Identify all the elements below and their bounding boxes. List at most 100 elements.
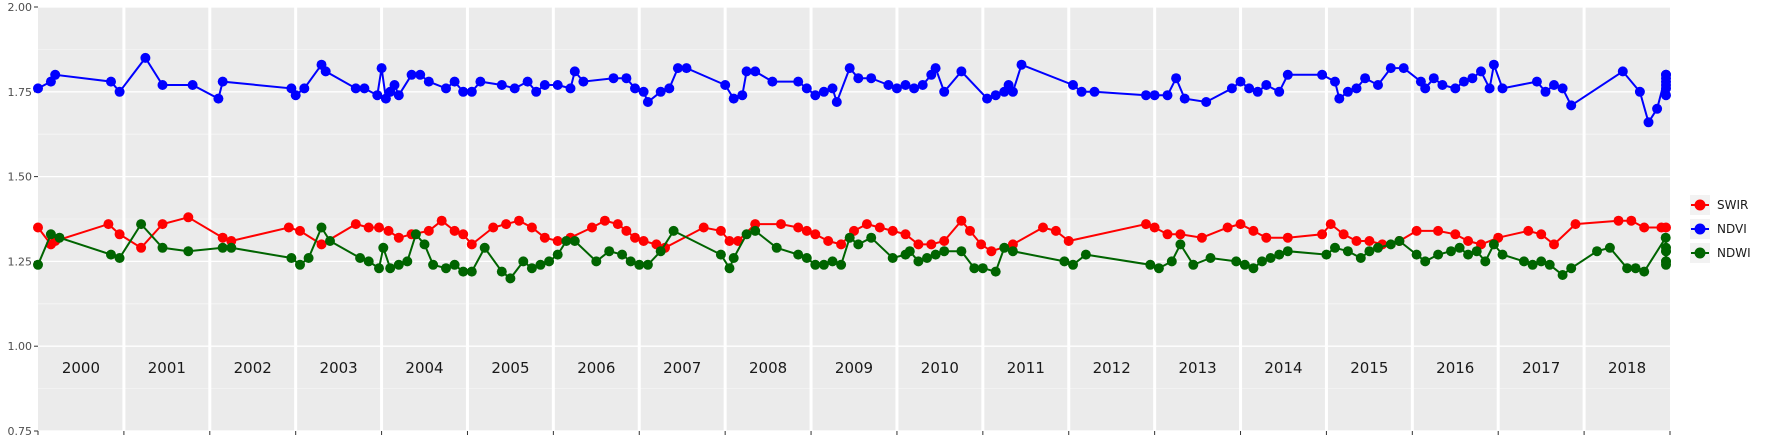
data-point (956, 215, 967, 226)
year-label: 2001 (148, 359, 186, 377)
data-point (1570, 219, 1581, 230)
data-point (1519, 256, 1529, 267)
legend-item: NDVI (1690, 219, 1747, 239)
data-point (355, 253, 366, 263)
data-point (1050, 225, 1061, 236)
data-point (724, 263, 735, 274)
data-point (458, 266, 469, 277)
data-point (1076, 86, 1087, 97)
data-point (1463, 249, 1474, 260)
data-point (1338, 229, 1349, 240)
data-point (531, 86, 542, 97)
data-point (1557, 83, 1568, 94)
data-point (157, 242, 168, 253)
legend-key-point (1694, 247, 1706, 259)
data-point (625, 256, 636, 267)
data-point (715, 225, 726, 236)
data-point (1661, 90, 1671, 101)
data-point (1592, 246, 1602, 257)
legend-item: SWIR (1690, 195, 1748, 215)
data-point (1330, 76, 1340, 87)
data-point (410, 229, 421, 240)
data-point (1497, 249, 1508, 260)
data-point (956, 66, 967, 77)
data-point (50, 69, 61, 80)
data-point (569, 66, 580, 77)
data-point (496, 80, 507, 90)
data-point (986, 246, 997, 257)
data-point (922, 253, 932, 263)
data-point (939, 86, 950, 97)
data-point (299, 83, 310, 94)
data-point (810, 90, 821, 101)
data-point (363, 222, 374, 233)
data-point (385, 263, 396, 274)
data-point (642, 97, 653, 107)
data-point (522, 76, 533, 87)
data-point (561, 236, 572, 246)
data-point (114, 86, 125, 97)
data-point (539, 232, 550, 243)
data-point (1244, 83, 1255, 94)
data-point (458, 229, 469, 240)
data-point (1162, 229, 1173, 240)
data-point (1480, 256, 1491, 267)
data-point (1007, 246, 1018, 257)
data-point (1661, 256, 1671, 267)
data-point (1364, 236, 1375, 246)
data-point (965, 225, 975, 236)
data-point (1630, 263, 1641, 274)
data-point (1471, 246, 1482, 257)
data-point (393, 259, 404, 270)
data-point (1549, 80, 1559, 90)
data-point (428, 259, 439, 270)
data-point (374, 222, 384, 233)
data-point (1282, 69, 1293, 80)
data-point (565, 83, 576, 94)
data-point (638, 236, 649, 246)
data-point (741, 66, 752, 77)
data-point (1261, 232, 1272, 243)
data-point (1252, 86, 1263, 97)
data-point (599, 215, 610, 226)
data-point (1527, 259, 1538, 270)
data-point (1549, 239, 1559, 250)
data-point (290, 90, 301, 101)
year-label: 2003 (320, 359, 358, 377)
data-point (509, 83, 520, 94)
data-point (1162, 90, 1173, 101)
data-point (1613, 215, 1624, 226)
data-point (750, 225, 761, 236)
data-point (1446, 246, 1456, 257)
data-point (810, 229, 821, 240)
data-point (466, 266, 477, 277)
year-label: 2015 (1350, 359, 1388, 377)
data-point (909, 83, 920, 94)
data-point (106, 249, 116, 260)
legend: SWIR NDVI NDWI (1690, 195, 1751, 263)
data-point (793, 76, 804, 87)
data-point (728, 93, 739, 104)
data-point (363, 256, 374, 267)
data-point (634, 259, 645, 270)
data-point (1411, 225, 1422, 236)
y-tick-label: 0.75 (8, 425, 33, 438)
data-point (831, 97, 842, 107)
data-point (539, 80, 550, 90)
data-point (715, 249, 726, 260)
data-point (295, 225, 305, 236)
data-point (750, 66, 761, 77)
year-label: 2005 (491, 359, 529, 377)
data-point (672, 63, 683, 74)
data-point (103, 219, 114, 230)
data-point (1141, 90, 1151, 101)
data-point (612, 219, 623, 230)
data-point (930, 63, 941, 74)
data-point (976, 239, 987, 250)
data-point (449, 76, 460, 87)
data-point (1385, 63, 1396, 74)
data-point (535, 259, 546, 270)
data-point (1450, 229, 1461, 240)
y-tick-label: 2.00 (8, 1, 33, 14)
